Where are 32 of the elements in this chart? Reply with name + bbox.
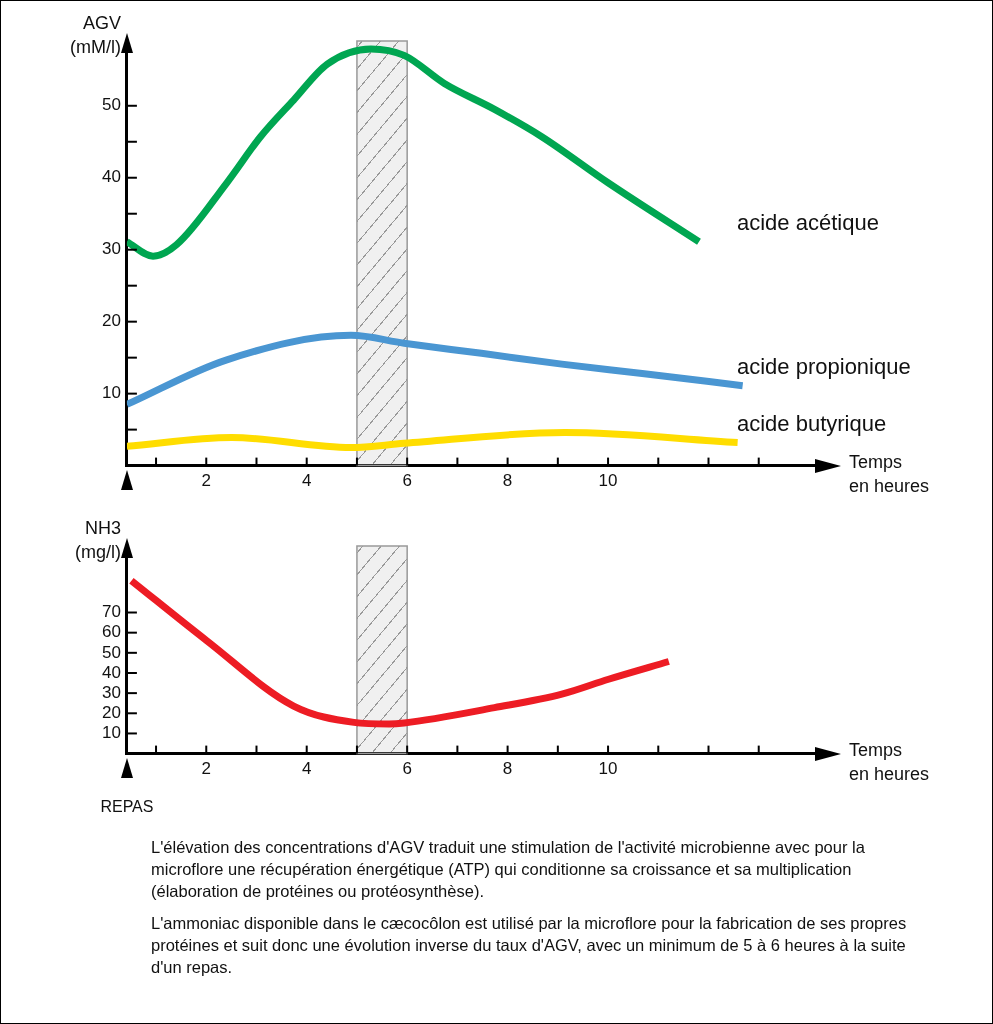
y-tick-label: 60 <box>101 622 121 642</box>
y-tick-label: 70 <box>101 602 121 622</box>
series-label: acide acétique <box>737 209 879 235</box>
text: L'élévation des concentrations d'AGV traduit une stimulation de l'activité microbienne avec pour la microflore une récupération énergétique (ATP) qui conditionne sa croissance et sa multiplication (élaboration de protéines ou protéosynthèse). <box>151 837 866 902</box>
y-tick-label: 40 <box>101 662 121 682</box>
y-tick-label: 50 <box>101 642 121 662</box>
text: REPAS <box>100 796 154 817</box>
y-tick-label: 10 <box>101 723 121 743</box>
x-tick-label: 10 <box>598 471 618 491</box>
y-tick-label: 10 <box>101 383 121 403</box>
x-axis-title: Temps en heures <box>849 451 930 496</box>
x-tick-label: 8 <box>502 471 513 491</box>
y-tick-label: 50 <box>101 95 121 115</box>
y-tick-label: 30 <box>101 239 121 259</box>
x-tick-label: 2 <box>201 759 211 779</box>
y-tick-label: 20 <box>101 702 121 722</box>
y-axis-title: NH3 (mg/l) <box>74 517 121 562</box>
x-tick-label: 2 <box>201 471 211 491</box>
y-tick-label: 20 <box>101 311 121 331</box>
y-axis-title: AGV (mM/l) <box>69 12 121 57</box>
x-tick-label: 6 <box>402 759 412 779</box>
series-label: acide propionique <box>737 353 911 379</box>
x-tick-label: 8 <box>502 759 513 779</box>
y-tick-label: 30 <box>101 682 121 702</box>
series-label: acide butyrique <box>737 410 887 436</box>
x-tick-label: 4 <box>301 471 312 491</box>
x-tick-label: 4 <box>301 759 312 779</box>
x-tick-label: 10 <box>598 759 618 779</box>
x-tick-label: 6 <box>402 471 412 491</box>
y-tick-label: 40 <box>101 167 121 187</box>
text: L'ammoniac disponible dans le cæcocôlon est utilisé par la microflore pour la fabrication de ses propres protéines et suit donc une évolution inverse du taux d'AGV, avec un minimum de 5 à 6 heures à la suite d'un repas. <box>151 913 908 978</box>
x-axis-title: Temps en heures <box>849 739 930 784</box>
